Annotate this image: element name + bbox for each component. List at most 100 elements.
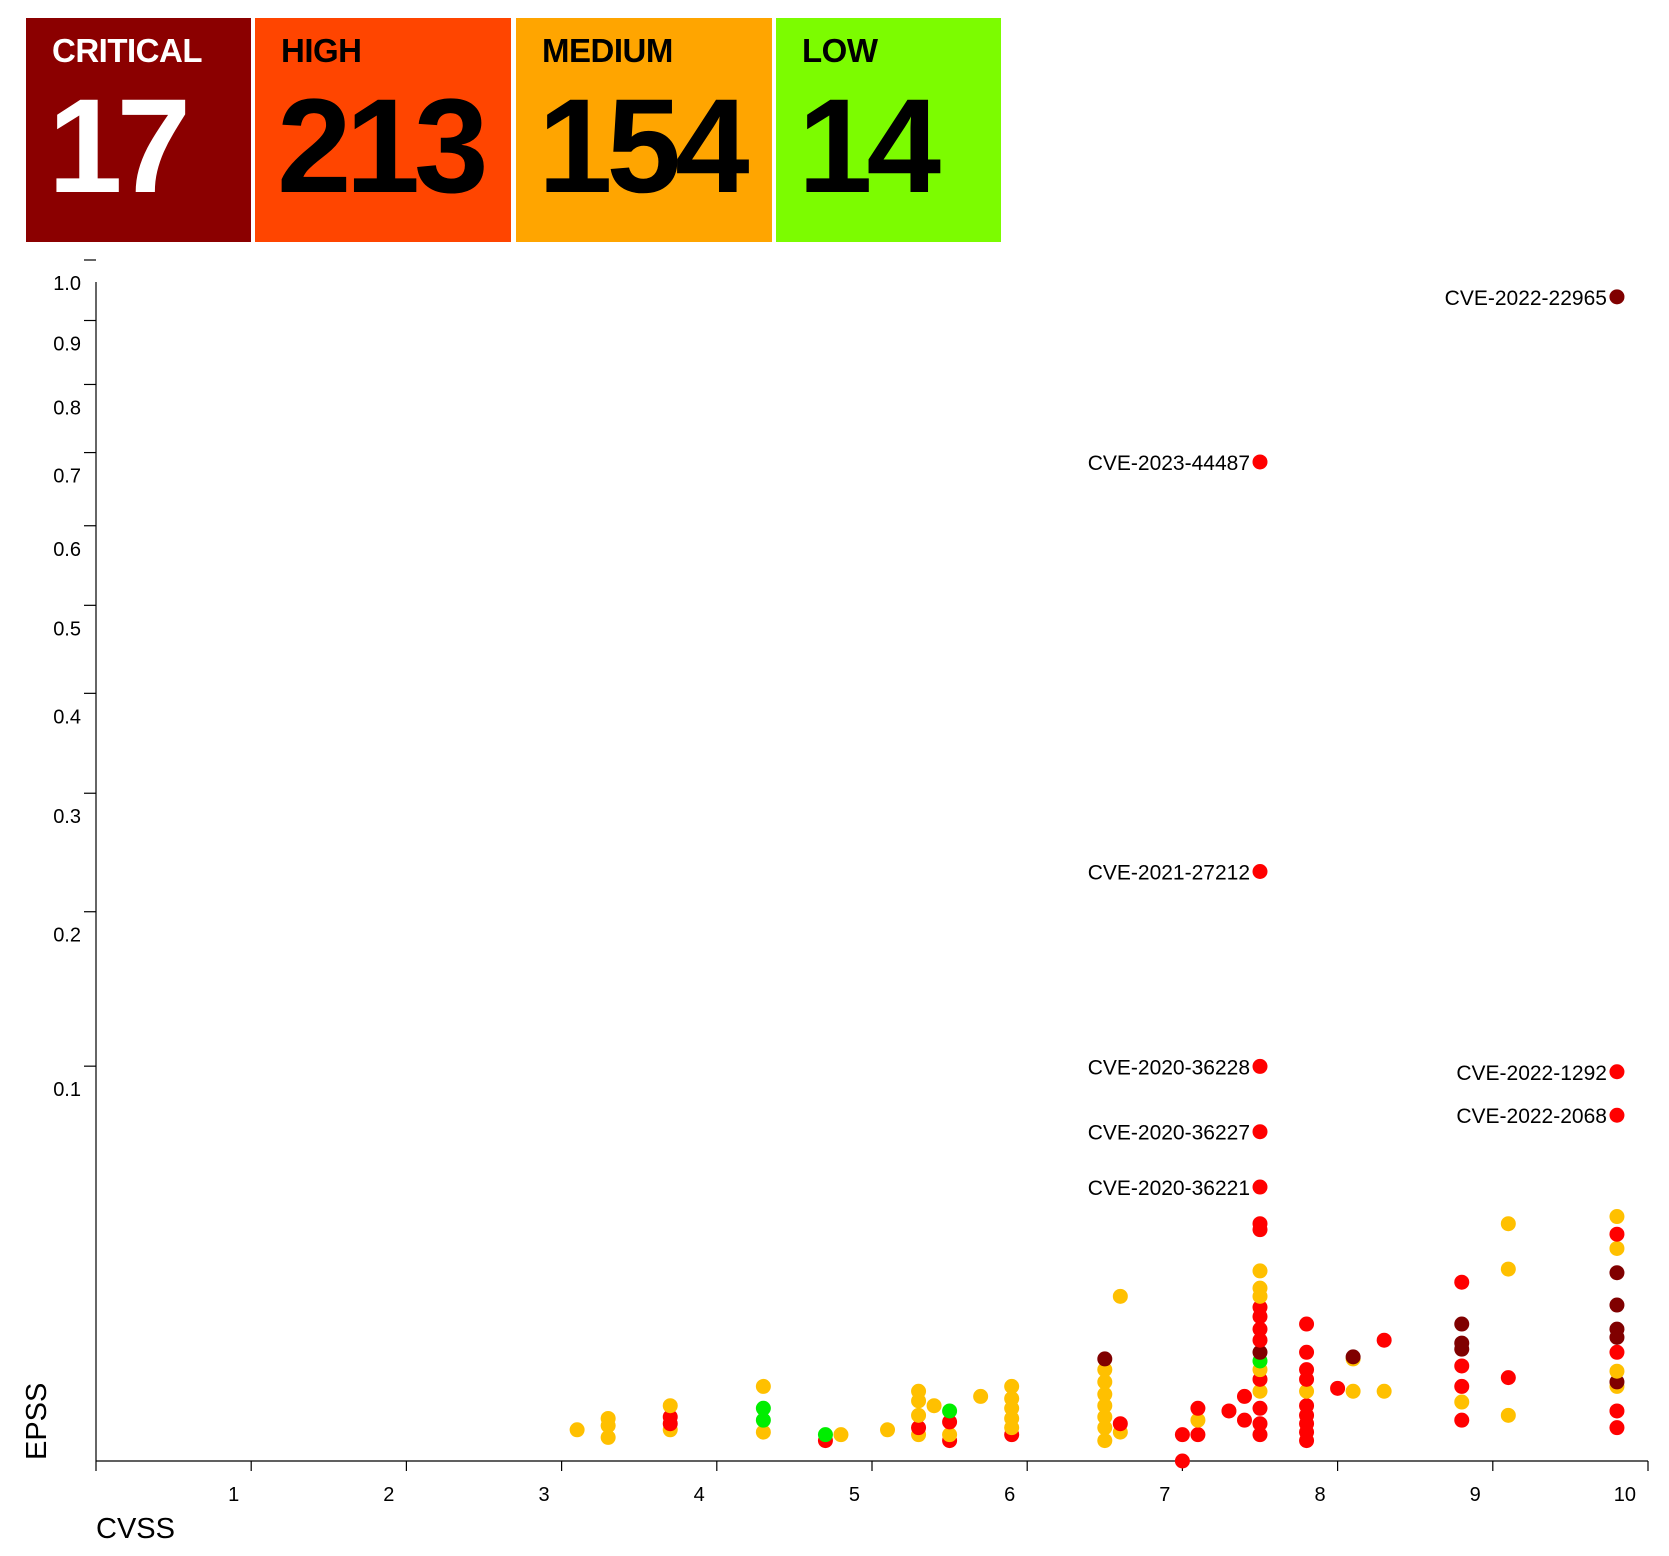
- labeled-point-high: [1252, 454, 1268, 470]
- data-point-high: [1112, 1416, 1128, 1432]
- data-point-high: [1252, 1427, 1268, 1443]
- data-point-medium: [1252, 1383, 1268, 1399]
- medium-tile-label: MEDIUM: [542, 32, 673, 69]
- data-point-medium: [1112, 1288, 1128, 1304]
- data-point-medium: [1097, 1362, 1113, 1378]
- data-point-high: [1252, 1416, 1268, 1432]
- critical-tile-count: 17: [48, 72, 191, 221]
- labeled-point-high: [1609, 1064, 1625, 1080]
- y-tick-label: 0.3: [53, 806, 81, 828]
- data-point-medium: [1097, 1409, 1113, 1425]
- x-tick-label: 3: [538, 1484, 549, 1506]
- point-label: CVE-2022-22965: [1445, 287, 1607, 310]
- x-tick-label: 2: [383, 1484, 394, 1506]
- y-tick-label: 1.0: [53, 273, 81, 295]
- data-point-low: [755, 1400, 771, 1416]
- data-point-medium: [1299, 1383, 1315, 1399]
- low-tile-label: LOW: [802, 32, 878, 69]
- medium-count-tile: MEDIUM 154: [516, 18, 772, 242]
- data-point-medium: [1097, 1386, 1113, 1402]
- data-point-high: [1376, 1332, 1392, 1348]
- point-label: CVE-2020-36227: [1088, 1122, 1250, 1145]
- data-point-medium: [755, 1378, 771, 1394]
- data-point-medium: [1097, 1398, 1113, 1414]
- data-point-high: [1609, 1420, 1625, 1436]
- chart-axes: 1 2 3 4 5 6 7 8 9 10 0.1 0.2 0.3 0.4 0.5 0.6 0.7 0.8 0.9 1.…: [53, 259, 1649, 1506]
- data-point-high: [911, 1420, 927, 1436]
- labeled-point-high: [1252, 864, 1268, 879]
- data-point-medium: [1376, 1383, 1392, 1399]
- data-point-medium: [1097, 1420, 1113, 1436]
- data-point-high: [1190, 1427, 1206, 1443]
- data-point-critical: [1609, 1265, 1625, 1281]
- x-tick-label: 8: [1314, 1484, 1325, 1506]
- y-tick-label: 0.4: [53, 706, 81, 728]
- x-axis-label: CVSS: [96, 1513, 175, 1545]
- data-point-high: [1236, 1412, 1252, 1428]
- x-tick-label: 5: [849, 1484, 860, 1506]
- data-point-medium: [1097, 1374, 1113, 1390]
- x-tick-label: 1: [228, 1484, 239, 1506]
- data-point-critical: [1609, 1374, 1625, 1390]
- labeled-point-high: [1252, 1124, 1268, 1140]
- labeled-point-critical: [1609, 289, 1625, 305]
- data-point-low: [942, 1403, 958, 1419]
- labeled-points: CVE-2022-22965 CVE-2023-44487 CVE-2021-272…: [1088, 287, 1625, 1200]
- high-count-tile: HIGH 213: [255, 18, 511, 242]
- x-tick-label: 7: [1159, 1484, 1170, 1506]
- data-point-medium: [833, 1427, 849, 1443]
- data-point-high: [1174, 1427, 1190, 1443]
- data-point-high: [1500, 1370, 1516, 1386]
- y-tick-label: 0.2: [53, 925, 81, 947]
- data-point-high: [1221, 1403, 1237, 1419]
- data-point-high: [1299, 1398, 1315, 1414]
- data-point-high: [1299, 1362, 1315, 1378]
- data-point-medium: [1190, 1412, 1206, 1428]
- data-point-high: [1236, 1388, 1252, 1404]
- low-count-tile: LOW 14: [776, 18, 1001, 242]
- data-points: [569, 1209, 1625, 1469]
- point-label: CVE-2022-1292: [1456, 1062, 1607, 1085]
- data-point-high: [942, 1414, 958, 1430]
- data-point-medium: [600, 1410, 616, 1426]
- high-tile-label: HIGH: [281, 32, 362, 69]
- data-point-medium: [1345, 1383, 1361, 1399]
- critical-tile-label: CRITICAL: [52, 32, 202, 69]
- data-point-medium: [569, 1422, 585, 1438]
- data-point-critical: [1345, 1349, 1361, 1365]
- data-point-medium: [1097, 1433, 1113, 1449]
- data-point-high: [1299, 1344, 1315, 1360]
- data-point-critical: [1454, 1316, 1470, 1332]
- y-tick-label: 0.5: [53, 618, 81, 640]
- data-point-high: [1609, 1226, 1625, 1242]
- data-point-medium: [1004, 1378, 1020, 1394]
- medium-tile-count: 154: [538, 72, 750, 221]
- data-point-medium: [973, 1388, 989, 1404]
- data-point-high: [1190, 1400, 1206, 1416]
- data-point-high: [1252, 1321, 1268, 1337]
- point-label: CVE-2023-44487: [1088, 452, 1250, 475]
- x-tick-label: 9: [1470, 1484, 1481, 1506]
- critical-count-tile: CRITICAL 17: [26, 18, 251, 242]
- x-tick-label: 6: [1004, 1484, 1015, 1506]
- x-tick-label: 4: [694, 1484, 705, 1506]
- low-tile-count: 14: [798, 72, 941, 221]
- data-point-critical: [1252, 1344, 1268, 1360]
- y-tick-label: 0.1: [53, 1079, 81, 1101]
- data-point-medium: [880, 1422, 896, 1438]
- data-point-low: [817, 1427, 833, 1443]
- data-point-high: [1454, 1378, 1470, 1394]
- data-point-medium: [942, 1427, 958, 1443]
- data-point-medium: [755, 1424, 771, 1440]
- data-point-high: [1609, 1344, 1625, 1360]
- y-tick-label: 0.6: [53, 539, 81, 561]
- labeled-point-high: [1252, 1058, 1268, 1074]
- data-point-medium: [1252, 1280, 1268, 1296]
- data-point-medium: [1500, 1407, 1516, 1423]
- data-point-medium: [1500, 1261, 1516, 1277]
- data-point-high: [1252, 1332, 1268, 1348]
- data-point-critical: [1609, 1297, 1625, 1313]
- data-point-high: [1609, 1403, 1625, 1419]
- data-point-high: [1454, 1412, 1470, 1428]
